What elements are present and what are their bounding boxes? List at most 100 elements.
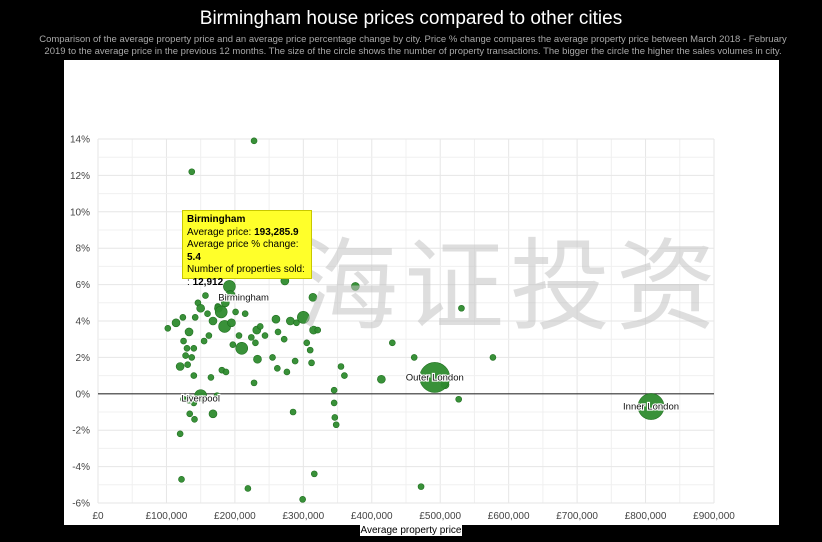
bubble-point [303, 339, 311, 347]
bubble-point [293, 319, 300, 327]
bubble-point [229, 341, 237, 348]
bubble-point [204, 310, 211, 318]
bubble-point [175, 362, 185, 371]
x-tick-label: £900,000 [693, 511, 735, 522]
x-tick-label: £300,000 [282, 511, 324, 522]
bubble-point [314, 326, 322, 334]
gridlines [97, 138, 715, 504]
x-tick-label: £400,000 [351, 511, 393, 522]
tooltip-sold-value: 12,912 [192, 276, 224, 288]
bubble-point [184, 361, 191, 368]
city-label: Liverpool [181, 394, 220, 405]
city-label: Birmingham [218, 293, 269, 304]
bubble-point [186, 410, 194, 418]
bubble-point [207, 374, 215, 381]
bubble-point [455, 395, 463, 403]
bubble-point [213, 392, 221, 399]
bubble-point [183, 344, 191, 352]
bubble-point [248, 334, 255, 341]
y-tick-label: 12% [70, 171, 90, 182]
x-tick-label: £0 [92, 511, 104, 522]
bubble-point [182, 352, 189, 359]
x-tick-label: £600,000 [488, 511, 530, 522]
y-tick-label: 14% [70, 135, 90, 146]
bubble-point [332, 421, 340, 429]
bubble-point [283, 368, 291, 376]
bubble-point [227, 318, 236, 328]
bubble-point [194, 389, 207, 402]
bubble-point [208, 409, 218, 419]
bubble-point [178, 476, 185, 483]
bubble-point [269, 354, 276, 361]
bubble-point [637, 393, 665, 420]
bubble-point [297, 311, 310, 324]
tooltip-change-row: Average price % change: 5.4 [187, 239, 307, 264]
bubble-point [489, 354, 497, 361]
bubble-point [208, 316, 218, 326]
bubble-point [176, 430, 184, 438]
bubble-point [244, 485, 252, 492]
bubble-point [308, 293, 318, 302]
x-tick-label: £800,000 [625, 511, 667, 522]
bubble-point [190, 344, 198, 352]
bubble-point [256, 323, 264, 330]
bubble-point [214, 305, 228, 319]
bubble-point [308, 359, 315, 367]
y-tick-label: 4% [76, 317, 91, 328]
bubble-point [200, 337, 208, 345]
y-tick-label: 6% [76, 280, 91, 291]
bubble-point [241, 310, 249, 318]
y-tick-label: 10% [70, 207, 90, 218]
bubble-point [179, 314, 187, 321]
bubble-point [202, 292, 209, 299]
bubble-point [330, 386, 338, 394]
bubble-point [250, 137, 258, 145]
bubble-point [188, 354, 196, 361]
bubble-point [191, 415, 198, 423]
x-tick-label: £200,000 [214, 511, 256, 522]
bubble-point [410, 354, 418, 361]
point-labels: Birmingham Liverpool Outer London Inner Lon… [180, 291, 680, 413]
y-tick-label: -6% [72, 499, 90, 510]
bubble-point [341, 372, 348, 379]
tooltip-change-value: 5.4 [187, 251, 201, 263]
x-axis-label: Average property price [359, 525, 463, 536]
bubble-point [299, 496, 306, 503]
bubble-point [389, 339, 396, 347]
x-tick-label: £500,000 [419, 511, 461, 522]
bubble-point [261, 332, 269, 339]
y-tick-label: -2% [72, 426, 90, 437]
x-axis-label-wrap: Average property price [0, 525, 822, 536]
tooltip-price-value: 193,285.9 [254, 226, 299, 238]
city-label: Inner London [623, 402, 679, 413]
bubble-point [274, 328, 282, 336]
bubble-point [188, 168, 196, 176]
bubble-point [337, 363, 345, 370]
axis-ticks: £0 £100,000 £200,000 £300,000 £400,000 £500,0… [70, 135, 735, 523]
bubble-point [280, 335, 288, 343]
bubble-point [184, 327, 194, 337]
bubble-point [164, 324, 172, 332]
y-axis-label-wrap: Average price percentage change [12, 110, 26, 360]
bubble-point [235, 332, 243, 339]
tooltip-price-label: Average price: [187, 226, 255, 238]
tooltip-price-row: Average price: 193,285.9 [187, 227, 307, 240]
y-tick-label: -4% [72, 462, 90, 473]
bubble-point [222, 368, 230, 376]
bubble-point [190, 399, 198, 407]
x-tick-label: £100,000 [146, 511, 188, 522]
bubble-point [232, 308, 239, 316]
bubble-point [286, 316, 295, 326]
bubble-point [190, 372, 198, 379]
chart-subtitle: Comparison of the average property price… [39, 34, 787, 57]
y-tick-label: 0% [76, 389, 91, 400]
chart-title: Birmingham house prices compared to othe… [199, 8, 623, 29]
point-tooltip: Birmingham Average price: 193,285.9 Aver… [182, 210, 312, 288]
bubble-point [271, 314, 281, 324]
tooltip-city: Birmingham [187, 214, 246, 225]
bubble-point [180, 337, 187, 345]
bubble-point [289, 408, 297, 416]
bubble-point [250, 379, 258, 387]
bubble-point [235, 341, 249, 355]
